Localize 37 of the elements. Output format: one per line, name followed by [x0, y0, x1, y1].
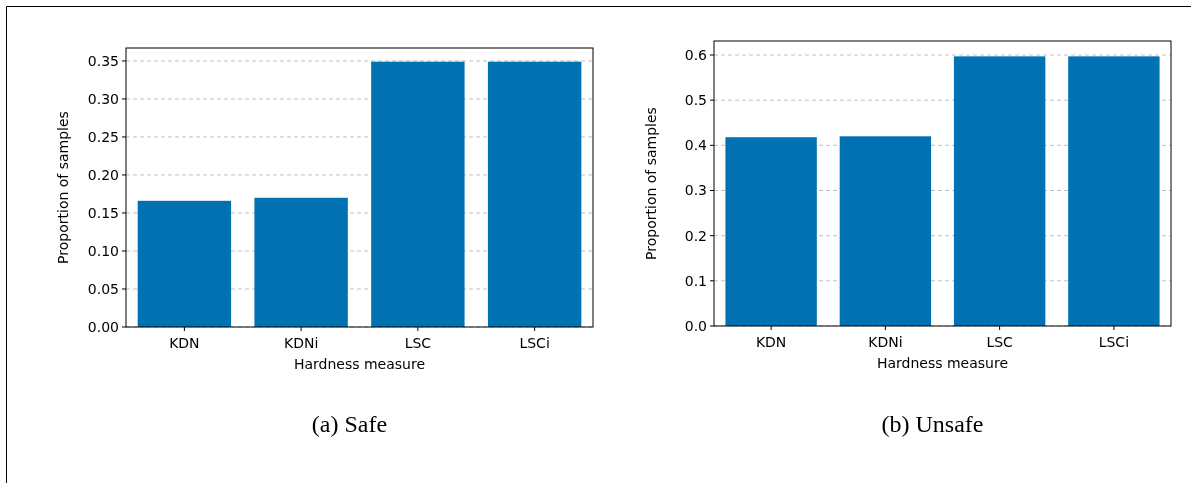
- y-tick-label: 0.6: [684, 46, 708, 63]
- text: (b) Unsafe: [881, 411, 984, 437]
- x-axis-title: Hardness measure: [293, 356, 426, 372]
- y-tick-label: 0.4: [684, 137, 708, 154]
- text: (a) Safe: [311, 411, 388, 437]
- y-tick-label: 0.35: [87, 52, 119, 69]
- y-tick-label: 0.15: [87, 204, 119, 221]
- y-tick-label: 0.0: [684, 317, 707, 334]
- bar: [725, 137, 817, 326]
- bar: [953, 56, 1046, 326]
- x-tick-label: LSCi: [519, 335, 550, 351]
- bar: [371, 61, 465, 327]
- y-axis-title: Proportion of samples: [643, 107, 659, 260]
- y-tick-label: 0.30: [87, 90, 119, 107]
- x-tick-label: KDN: [169, 335, 200, 351]
- x-tick-label: LSC: [986, 334, 1014, 350]
- y-tick-label: 0.20: [87, 166, 119, 183]
- y-axis-title: Proportion of samples: [55, 111, 71, 264]
- x-tick-label: KDN: [755, 334, 787, 350]
- y-tick-label: 0.10: [87, 242, 119, 259]
- x-tick-label: LSC: [404, 335, 432, 351]
- y-tick-label: 0.3: [684, 182, 707, 199]
- y-tick-label: 0.5: [684, 92, 707, 109]
- x-axis-title: Hardness measure: [876, 355, 1009, 371]
- bar: [487, 61, 582, 327]
- y-tick-label: 0.1: [684, 272, 707, 289]
- y-tick-label: 0.00: [87, 318, 119, 335]
- bar: [839, 136, 932, 326]
- y-tick-label: 0.05: [87, 280, 119, 297]
- x-tick-label: KDNi: [868, 334, 903, 350]
- bar: [254, 197, 348, 327]
- x-tick-label: LSCi: [1098, 334, 1130, 350]
- x-tick-label: KDNi: [283, 335, 319, 351]
- bar: [137, 200, 232, 327]
- y-tick-label: 0.25: [87, 128, 119, 145]
- bar: [1068, 56, 1160, 326]
- y-tick-label: 0.2: [684, 227, 707, 244]
